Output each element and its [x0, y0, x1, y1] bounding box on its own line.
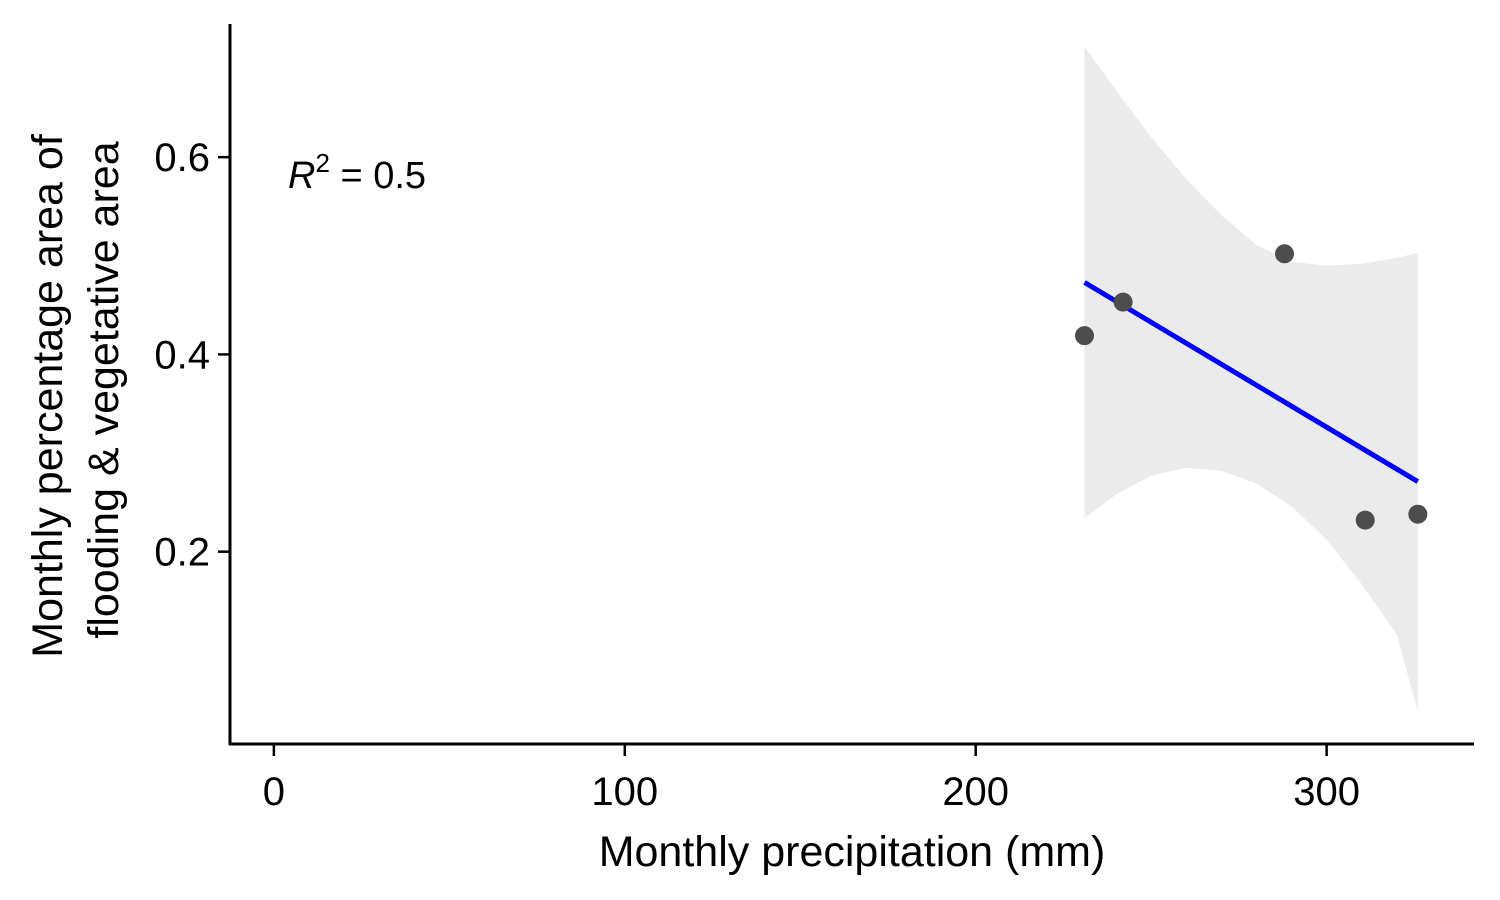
- r-value: = 0.5: [330, 155, 426, 197]
- y-tick-label-1: 0.4: [154, 333, 210, 377]
- x-tick-label-1: 100: [591, 770, 658, 814]
- regression-line: [1083, 280, 1420, 484]
- y-axis-title-line-2: flooding & vegetative area: [80, 141, 128, 638]
- x-tick-label-3: 300: [1293, 770, 1360, 814]
- data-point-2: [1113, 292, 1133, 312]
- data-point-5: [1408, 504, 1428, 524]
- y-axis-title: Monthly percentage area of flooding & ve…: [24, 122, 128, 657]
- axes-layer: 0 100 200 300 0.2 0.4 0.6: [154, 24, 1474, 814]
- data-point-3: [1275, 244, 1295, 264]
- r-squared-annotation: R2 = 0.5: [288, 148, 426, 197]
- y-tick-label-2: 0.6: [154, 136, 210, 180]
- r-superscript: 2: [315, 148, 329, 178]
- x-tick-label-2: 200: [942, 770, 1009, 814]
- fit-line-layer: [1083, 280, 1420, 484]
- data-point-1: [1074, 326, 1094, 346]
- points-layer: [1074, 244, 1428, 530]
- y-tick-label-0: 0.2: [154, 531, 210, 575]
- r-symbol: R: [288, 155, 315, 197]
- y-axis-title-line-1: Monthly percentage area of: [24, 133, 72, 658]
- x-tick-label-0: 0: [263, 770, 285, 814]
- x-axis-title: Monthly precipitation (mm): [599, 828, 1106, 876]
- data-point-4: [1355, 510, 1375, 530]
